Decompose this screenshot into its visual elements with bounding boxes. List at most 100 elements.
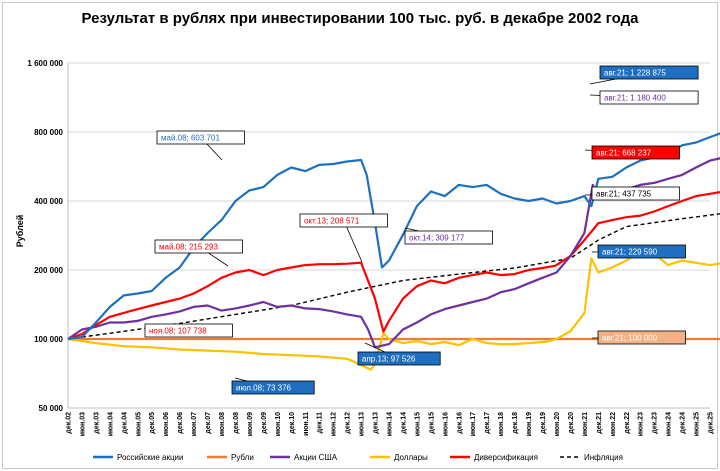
- legend: Российские акции Рубли Акции США Доллары Див…: [93, 453, 623, 462]
- legend-label: Инфляция: [584, 453, 623, 462]
- series-line: [67, 213, 720, 340]
- annotation-box: [231, 380, 315, 395]
- legend-label: Диверсификация: [474, 453, 538, 462]
- y-tick-label: 100 000: [34, 335, 63, 344]
- x-tick-label: июн.13: [359, 412, 366, 436]
- x-tick-label: дек.25: [708, 412, 715, 434]
- x-tick-label: дек.20: [568, 412, 575, 434]
- annotation-label: авг.21; 100 000: [602, 334, 658, 343]
- x-tick-label: дек.24: [680, 412, 687, 434]
- x-tick-label: июн.05: [135, 412, 142, 436]
- annotations: май.08; 603 701 май.08; 215 293 ноя.08; 10…: [144, 65, 699, 395]
- annotation-box: [357, 351, 441, 366]
- legend-label: Российские акции: [117, 453, 183, 462]
- annotation-box: [597, 244, 686, 259]
- annotation-box: [154, 239, 243, 254]
- y-tick-label: 400 000: [34, 197, 63, 206]
- annotation-label: июл.08; 73 376: [236, 384, 292, 393]
- y-tick-labels: 50 000 100 000 200 000 400 000 800 000 1 600 …: [27, 59, 63, 413]
- x-tick-label: июн.11: [303, 412, 310, 436]
- series-line: [67, 157, 720, 349]
- series-line: [67, 250, 720, 371]
- annotation-label: апр.13; 97 526: [362, 355, 416, 364]
- annotation-box: [404, 230, 493, 245]
- x-tick-label: июн.16: [442, 412, 449, 436]
- x-tick-label: дек.21: [596, 412, 603, 434]
- x-tick-label: дек.15: [428, 412, 435, 434]
- x-tick-label: июн.18: [498, 412, 505, 436]
- x-tick-label: июн.20: [554, 412, 561, 436]
- x-tick-label: дек.03: [93, 412, 100, 434]
- x-tick-label: июн.10: [275, 412, 282, 436]
- x-tick-label: июн.19: [526, 412, 533, 436]
- x-tick-label: июн.17: [470, 412, 477, 436]
- x-tick-label: дек.06: [177, 412, 184, 434]
- x-tick-label: дек.12: [345, 412, 352, 434]
- x-tick-label: дек.19: [540, 412, 547, 434]
- legend-label: Доллары: [394, 453, 428, 462]
- annotation-label: авг.21; 1 180 400: [604, 94, 666, 103]
- annotation-label: окт.13; 208 571: [304, 217, 360, 226]
- annotation-leader: [343, 220, 363, 263]
- x-tick-label: дек.10: [289, 412, 296, 434]
- x-tick-label: дек.05: [149, 412, 156, 434]
- x-tick-label: июн.06: [163, 412, 170, 436]
- series-line: [67, 191, 720, 341]
- annotation-box: [597, 330, 686, 345]
- x-tick-label: дек.02: [66, 412, 73, 434]
- x-tick-label: июн.14: [387, 412, 394, 436]
- y-tick-label: 50 000: [39, 404, 64, 413]
- annotation-box: [599, 65, 699, 80]
- x-tick-label: дек.22: [624, 412, 631, 434]
- x-tick-label: дек.17: [484, 412, 491, 434]
- x-tick-label: дек.07: [205, 412, 212, 434]
- legend-label: Акции США: [294, 453, 338, 462]
- x-tick-labels: дек.02 июн.03 дек.03 июн.04 дек.04 июн.05 дек.…: [66, 412, 715, 436]
- x-tick-label: июн.25: [694, 412, 701, 436]
- x-tick-label: июн.03: [79, 412, 86, 436]
- annotation-label: май.08; 215 293: [159, 243, 218, 252]
- x-tick-label: июн.09: [247, 412, 254, 436]
- annotation-box: [299, 213, 388, 228]
- annotation-box: [591, 186, 680, 201]
- x-tick-label: дек.18: [512, 412, 519, 434]
- annotation-label: ноя.08; 107 738: [149, 327, 207, 336]
- x-tick-label: июн.08: [219, 412, 226, 436]
- x-tick-label: дек.09: [261, 412, 268, 434]
- x-tick-label: дек.13: [373, 412, 380, 434]
- annotation-box: [599, 90, 699, 105]
- annotation-label: авг.21; 668 237: [596, 149, 652, 158]
- x-tick-label: июн.21: [582, 412, 589, 436]
- y-tick-label: 200 000: [34, 266, 63, 275]
- y-axis-label: Рублей: [15, 215, 25, 247]
- annotation-box: [144, 323, 233, 338]
- legend-label: Рубли: [231, 453, 254, 462]
- series-lines: [67, 132, 720, 371]
- annotation-label: авг.21; 437 735: [596, 190, 652, 199]
- chart-title: Результат в рублях при инвестировании 10…: [81, 10, 639, 27]
- x-tick-label: июн.15: [414, 412, 421, 436]
- y-tick-label: 800 000: [34, 128, 63, 137]
- annotation-label: май.08; 603 701: [161, 134, 220, 143]
- x-tick-label: июн.23: [638, 412, 645, 436]
- x-tick-label: дек.04: [121, 412, 128, 434]
- annotation-label: авг.21; 1 228 875: [604, 69, 666, 78]
- x-tick-label: июн.04: [107, 412, 114, 436]
- annotation-box: [591, 145, 680, 160]
- x-tick-label: июн.22: [610, 412, 617, 436]
- series-line: [67, 132, 720, 341]
- x-tick-label: дек.14: [400, 412, 407, 434]
- x-tick-label: дек.23: [652, 412, 659, 434]
- annotation-label: окт.14; 309 177: [409, 234, 465, 243]
- annotation-label: авг.21; 229 590: [602, 248, 658, 257]
- annotation-box: [156, 130, 245, 145]
- x-tick-label: дек.11: [317, 412, 324, 433]
- x-tick-label: июн.07: [191, 412, 198, 436]
- x-tick-label: дек.08: [233, 412, 240, 434]
- y-tick-label: 1 600 000: [27, 59, 63, 68]
- x-tick-label: дек.16: [456, 412, 463, 434]
- x-tick-label: июн.24: [666, 412, 673, 436]
- x-tick-label: июн.12: [331, 412, 338, 436]
